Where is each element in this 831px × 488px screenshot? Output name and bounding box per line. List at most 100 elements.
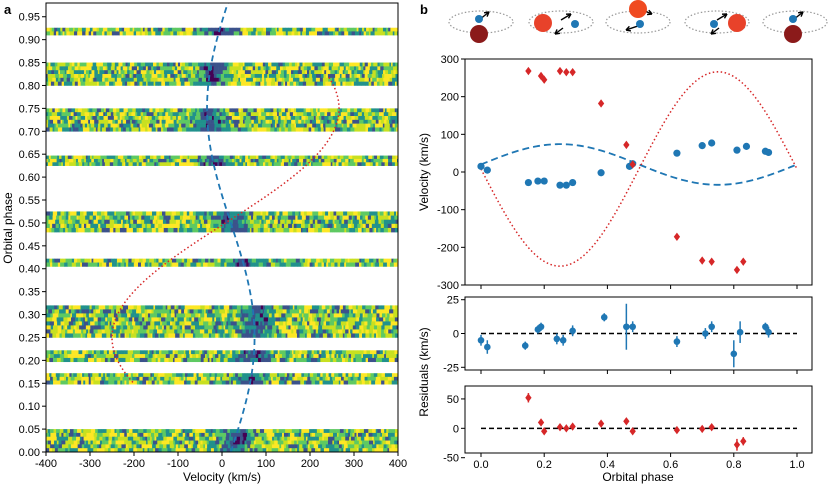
heatmap-cell	[237, 162, 242, 166]
heatmap-cell	[159, 215, 164, 221]
heatmap-cell	[262, 432, 267, 438]
heatmap-cell	[266, 81, 272, 86]
heatmap-cell	[133, 350, 137, 355]
heatmap-cell	[315, 215, 319, 221]
heatmap-cell	[369, 66, 374, 71]
heatmap-cell	[344, 112, 348, 117]
heatmap-cell	[179, 325, 183, 330]
heatmap-cell	[328, 77, 333, 82]
heatmap-cell	[46, 432, 49, 438]
heatmap-cell	[121, 448, 126, 453]
heatmap-cell	[150, 112, 154, 117]
heatmap-cell	[51, 112, 56, 117]
heatmap-cell	[351, 81, 355, 86]
heatmap-cell	[305, 70, 308, 75]
heatmap-cell	[227, 429, 231, 434]
heatmap-cell	[333, 66, 339, 71]
heatmap-cell	[386, 119, 390, 124]
heatmap-cell	[324, 380, 330, 385]
heatmap-cell	[65, 127, 70, 132]
heatmap-cell	[314, 62, 320, 67]
heatmap-cell	[352, 123, 357, 128]
heatmap-cell	[350, 211, 354, 216]
heatmap-cell	[82, 123, 86, 128]
heatmap-cell	[330, 215, 335, 221]
heatmap-cell	[318, 432, 323, 438]
heatmap-cell	[286, 309, 291, 314]
heatmap-cell	[148, 211, 153, 216]
heatmap-cell	[337, 376, 342, 381]
heatmap-cell	[100, 119, 105, 124]
heatmap-cell	[118, 127, 122, 132]
heatmap-cell	[105, 66, 108, 71]
heatmap-cell	[255, 116, 259, 121]
heatmap-cell	[262, 309, 265, 314]
heatmap-cell	[297, 350, 300, 355]
heatmap-cell	[338, 70, 344, 75]
heatmap-cell	[381, 219, 385, 225]
heatmap-cell	[81, 262, 87, 267]
heatmap-cell	[91, 219, 94, 225]
heatmap-cell	[235, 211, 241, 216]
heatmap-cell	[298, 119, 302, 124]
heatmap-cell	[268, 62, 271, 67]
heatmap-cell	[253, 211, 258, 216]
heatmap-cell	[395, 333, 399, 338]
heatmap-cell	[282, 429, 286, 434]
heatmap-cell	[381, 305, 385, 310]
heatmap-cell	[147, 432, 152, 438]
heatmap-cell	[49, 429, 54, 434]
heatmap-cell	[328, 262, 332, 267]
heatmap-cell	[197, 162, 201, 166]
heatmap-cell	[83, 66, 88, 71]
heatmap-cell	[254, 448, 258, 453]
heatmap-cell	[313, 429, 318, 434]
heatmap-cell	[343, 354, 346, 359]
heatmap-cell	[206, 376, 211, 381]
heatmap-cell	[237, 444, 242, 449]
heatmap-cell	[375, 162, 379, 166]
heatmap-cell	[124, 350, 128, 355]
heatmap-cell	[242, 305, 245, 310]
heatmap-cell	[137, 27, 141, 32]
heatmap-cell	[204, 325, 207, 330]
heatmap-cell	[361, 357, 366, 363]
heatmap-cell	[149, 70, 153, 75]
heatmap-cell	[164, 123, 169, 128]
heatmap-cell	[370, 262, 374, 267]
heatmap-cell	[295, 119, 299, 124]
heatmap-cell	[238, 108, 242, 113]
heatmap-cell	[378, 74, 383, 79]
heatmap-cell	[389, 305, 393, 310]
heatmap-cell	[369, 380, 372, 385]
heatmap-cell	[125, 74, 130, 79]
heatmap-cell	[258, 119, 261, 124]
heatmap-cell	[233, 70, 237, 75]
heatmap-cell	[299, 62, 303, 67]
heatmap-cell	[223, 158, 226, 163]
heatmap-cell	[226, 321, 229, 326]
heatmap-cell	[158, 317, 162, 322]
heatmap-cell	[251, 119, 255, 124]
heatmap-cell	[54, 440, 58, 445]
heatmap-cell	[380, 215, 385, 221]
heatmap-cell	[139, 158, 144, 163]
heatmap-cell	[210, 325, 214, 330]
heatmap-cell	[334, 321, 337, 326]
heatmap-cell	[385, 436, 389, 441]
heatmap-cell	[321, 116, 325, 121]
heatmap-cell	[102, 305, 106, 310]
heatmap-cell	[99, 258, 104, 263]
heatmap-cell	[176, 436, 181, 441]
heatmap-cell	[258, 321, 261, 326]
heatmap-cell	[135, 321, 140, 326]
heatmap-cell	[47, 440, 52, 445]
heatmap-cell	[238, 329, 243, 334]
heatmap-cell	[57, 27, 61, 32]
heatmap-cell	[93, 325, 98, 330]
heatmap-cell	[139, 444, 142, 449]
heatmap-cell	[235, 432, 240, 438]
heatmap-cell	[94, 70, 99, 75]
heatmap-cell	[96, 215, 100, 221]
heatmap-cell	[381, 70, 384, 75]
